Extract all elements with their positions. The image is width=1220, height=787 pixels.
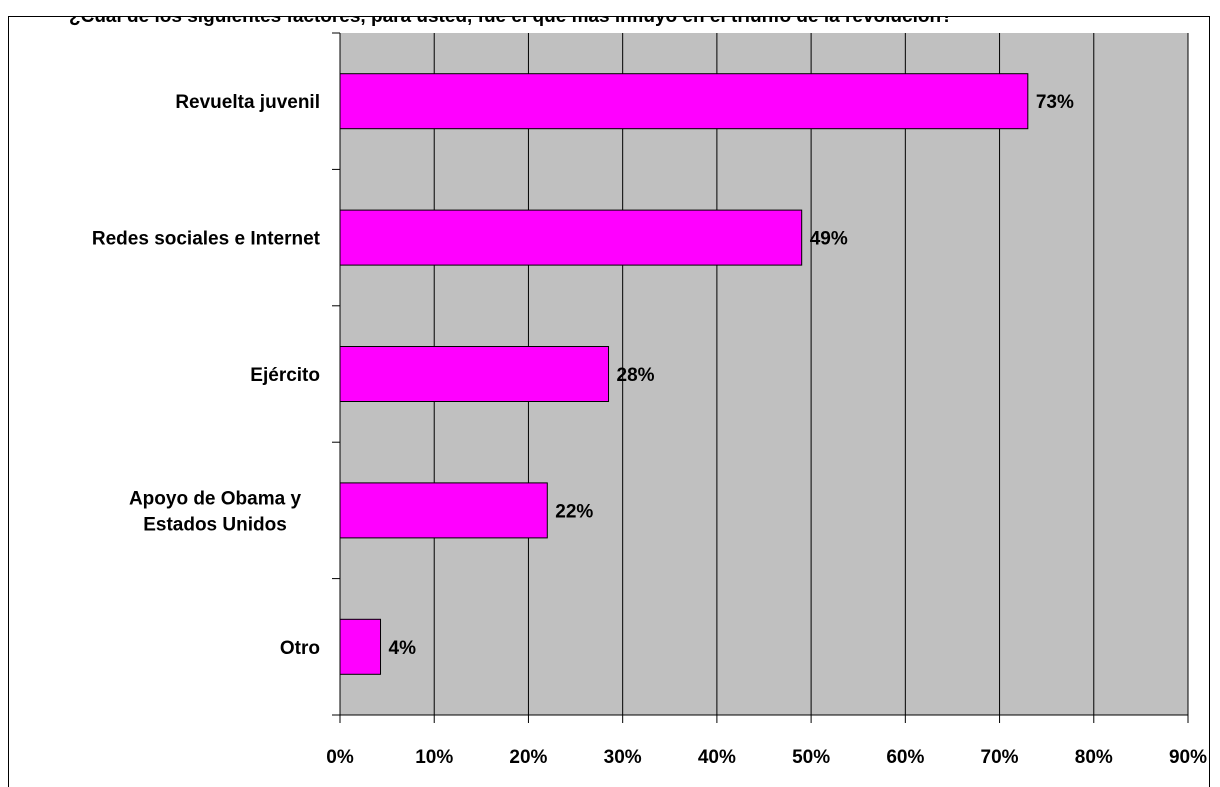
category-labels: Revuelta juvenil Redes sociales e Interne…	[92, 92, 321, 659]
category-label: Estados Unidos	[143, 514, 287, 535]
data-label: 73%	[1036, 92, 1074, 113]
chart-title: ¿Cuál de los siguientes factores, para u…	[69, 16, 953, 27]
chart-frame: ¿Cuál de los siguientes factores, para u…	[8, 16, 1210, 787]
x-tick-label: 70%	[981, 747, 1019, 768]
x-tick-label: 10%	[415, 747, 453, 768]
bar	[339, 209, 803, 266]
bar	[339, 482, 548, 539]
bar	[339, 346, 610, 402]
data-label: 22%	[555, 501, 593, 522]
x-tick-label: 40%	[698, 747, 736, 768]
data-label: 49%	[810, 229, 848, 250]
x-tick-label: 30%	[604, 747, 642, 768]
category-label: Apoyo de Obama y	[129, 488, 302, 509]
bar	[339, 618, 382, 675]
x-tick-labels: 0% 10% 20% 30% 40% 50% 60% 70% 80% 90%	[326, 747, 1207, 768]
category-label: Otro	[280, 638, 320, 659]
data-labels: 73% 49% 28% 22% 4%	[389, 92, 1074, 659]
x-tick-label: 0%	[326, 747, 354, 768]
gridlines	[433, 33, 1189, 715]
x-tick-label: 60%	[886, 747, 924, 768]
data-label: 28%	[617, 365, 655, 386]
x-tick-label: 50%	[792, 747, 830, 768]
category-label: Redes sociales e Internet	[92, 229, 321, 250]
bar	[339, 73, 1029, 130]
category-label: Revuelta juvenil	[175, 92, 320, 113]
axes	[332, 32, 1189, 723]
x-tick-label: 90%	[1169, 747, 1207, 768]
x-tick-label: 80%	[1075, 747, 1113, 768]
data-label: 4%	[389, 638, 417, 659]
bars	[339, 73, 1029, 675]
x-tick-label: 20%	[509, 747, 547, 768]
category-label: Ejército	[250, 365, 320, 386]
